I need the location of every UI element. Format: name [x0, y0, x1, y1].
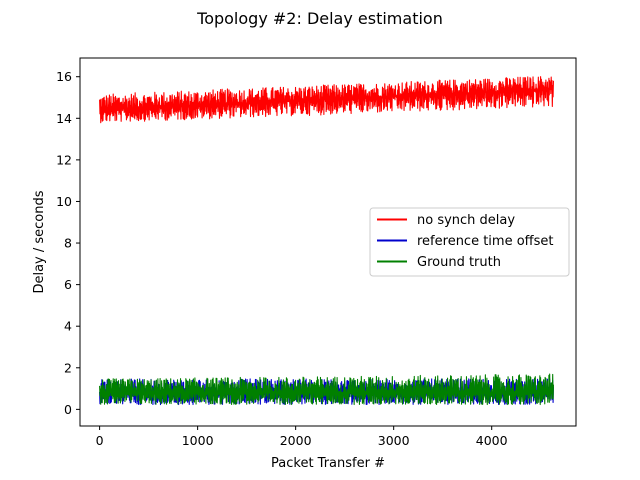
y-tick-label: 14	[56, 111, 72, 126]
legend-label-reference-time-offset: reference time offset	[417, 234, 554, 249]
x-tick-label: 0	[96, 433, 104, 448]
y-tick-label: 10	[56, 194, 72, 209]
y-tick-label: 2	[64, 360, 72, 375]
y-tick-label: 4	[64, 319, 72, 334]
y-tick-label: 8	[64, 236, 72, 251]
y-tick-label: 12	[56, 152, 72, 167]
y-tick-label: 16	[56, 69, 72, 84]
legend-label-ground-truth: Ground truth	[417, 255, 501, 270]
y-axis-label: Delay / seconds	[32, 190, 47, 293]
series-line-ground-truth	[99, 373, 554, 406]
legend-label-no-synch-delay: no synch delay	[417, 213, 515, 228]
x-axis-label: Packet Transfer #	[271, 456, 385, 471]
legend: no synch delay reference time offset Gro…	[369, 207, 570, 277]
x-tick-label: 3000	[378, 433, 410, 448]
y-tick-label: 0	[64, 402, 72, 417]
chart-title: Topology #2: Delay estimation	[196, 9, 443, 28]
x-axis: 0 1000 2000 3000 4000	[96, 426, 508, 448]
y-tick-label: 6	[64, 277, 72, 292]
series-line-no-synch-delay	[99, 76, 554, 124]
plot-frame	[79, 57, 577, 427]
legend-box	[369, 207, 570, 277]
x-tick-label: 1000	[182, 433, 214, 448]
x-tick-label: 4000	[476, 433, 508, 448]
plot-series	[99, 76, 554, 406]
y-axis: 0 2 4 6 8 10 12 14 16	[56, 69, 80, 417]
x-tick-label: 2000	[280, 433, 312, 448]
